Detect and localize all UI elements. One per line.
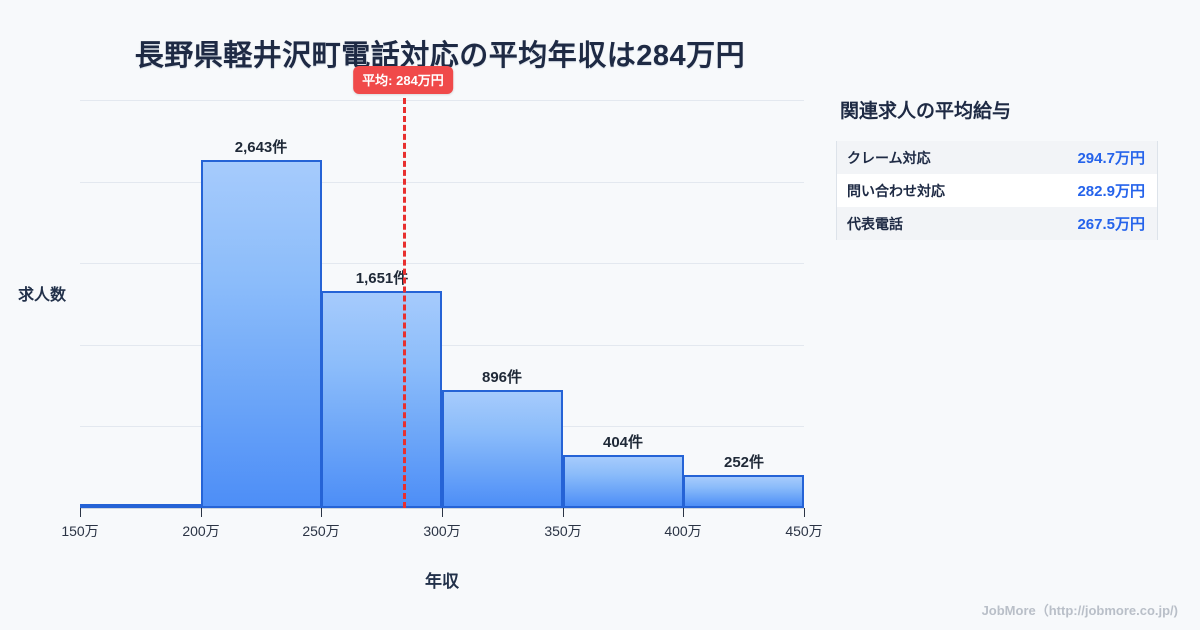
bar-value-label: 252件: [723, 454, 765, 471]
gridline: [80, 263, 804, 264]
average-badge: 平均: 284万円: [353, 66, 453, 94]
x-axis-tick: [321, 508, 322, 517]
histogram-bar[interactable]: [442, 390, 563, 508]
related-salary-label: 問い合わせ対応: [847, 182, 945, 199]
related-salary-value: 267.5万円: [1077, 216, 1145, 233]
gridline: [80, 100, 804, 101]
x-axis-tick-label: 350万: [544, 523, 582, 539]
x-axis-title: 年収: [425, 572, 459, 591]
bar-value-label: 1,651件: [355, 270, 409, 287]
y-axis-title: 求人数: [18, 287, 67, 304]
bar-value-label: 404件: [602, 434, 644, 451]
related-salary-row[interactable]: 代表電話 267.5万円: [837, 207, 1157, 240]
x-axis-tick: [201, 508, 202, 517]
related-salary-value: 294.7万円: [1077, 150, 1145, 167]
footer-watermark: JobMore（http://jobmore.co.jp/): [981, 603, 1178, 618]
related-salary-label: クレーム対応: [847, 149, 931, 166]
bar-value-label: 896件: [481, 369, 523, 386]
related-salary-value: 282.9万円: [1077, 183, 1145, 200]
related-salary-row[interactable]: クレーム対応 294.7万円: [837, 141, 1157, 174]
x-axis-tick: [442, 508, 443, 517]
x-axis-tick-label: 450万: [785, 523, 823, 539]
x-axis-tick-label: 200万: [182, 523, 220, 539]
x-axis-tick-label: 300万: [423, 523, 461, 539]
x-axis-tick: [80, 508, 81, 517]
related-salary-table: クレーム対応 294.7万円問い合わせ対応 282.9万円代表電話 267.5万円: [836, 141, 1158, 240]
panel-heading: 関連求人の平均給与: [840, 101, 1012, 122]
x-axis-tick: [683, 508, 684, 517]
x-axis-tick-label: 400万: [664, 523, 702, 539]
related-salary-panel: 関連求人の平均給与 クレーム対応 294.7万円問い合わせ対応 282.9万円代表電…: [836, 96, 1176, 240]
x-axis-tick: [563, 508, 564, 517]
histogram-bar[interactable]: [563, 455, 684, 508]
histogram-bar[interactable]: [321, 291, 442, 508]
histogram-bar[interactable]: [683, 475, 804, 508]
x-axis-tick: [804, 508, 805, 517]
average-line: [403, 98, 406, 508]
histogram-chart: 求人数 2,643件 1,651件 896件 404件 252件 150万 200万 250万…: [18, 66, 823, 591]
x-axis-tick-label: 250万: [302, 523, 340, 539]
related-salary-label: 代表電話: [847, 215, 903, 232]
plot-area: 2,643件 1,651件 896件 404件 252件 150万 200万 250万 300万…: [61, 66, 823, 539]
bar-value-label: 2,643件: [234, 139, 288, 156]
x-axis-tick-label: 150万: [61, 523, 99, 539]
gridline: [80, 345, 804, 346]
histogram-bar[interactable]: [80, 504, 201, 508]
related-salary-row[interactable]: 問い合わせ対応 282.9万円: [837, 174, 1157, 207]
gridline: [80, 182, 804, 183]
histogram-bar[interactable]: [201, 160, 322, 508]
